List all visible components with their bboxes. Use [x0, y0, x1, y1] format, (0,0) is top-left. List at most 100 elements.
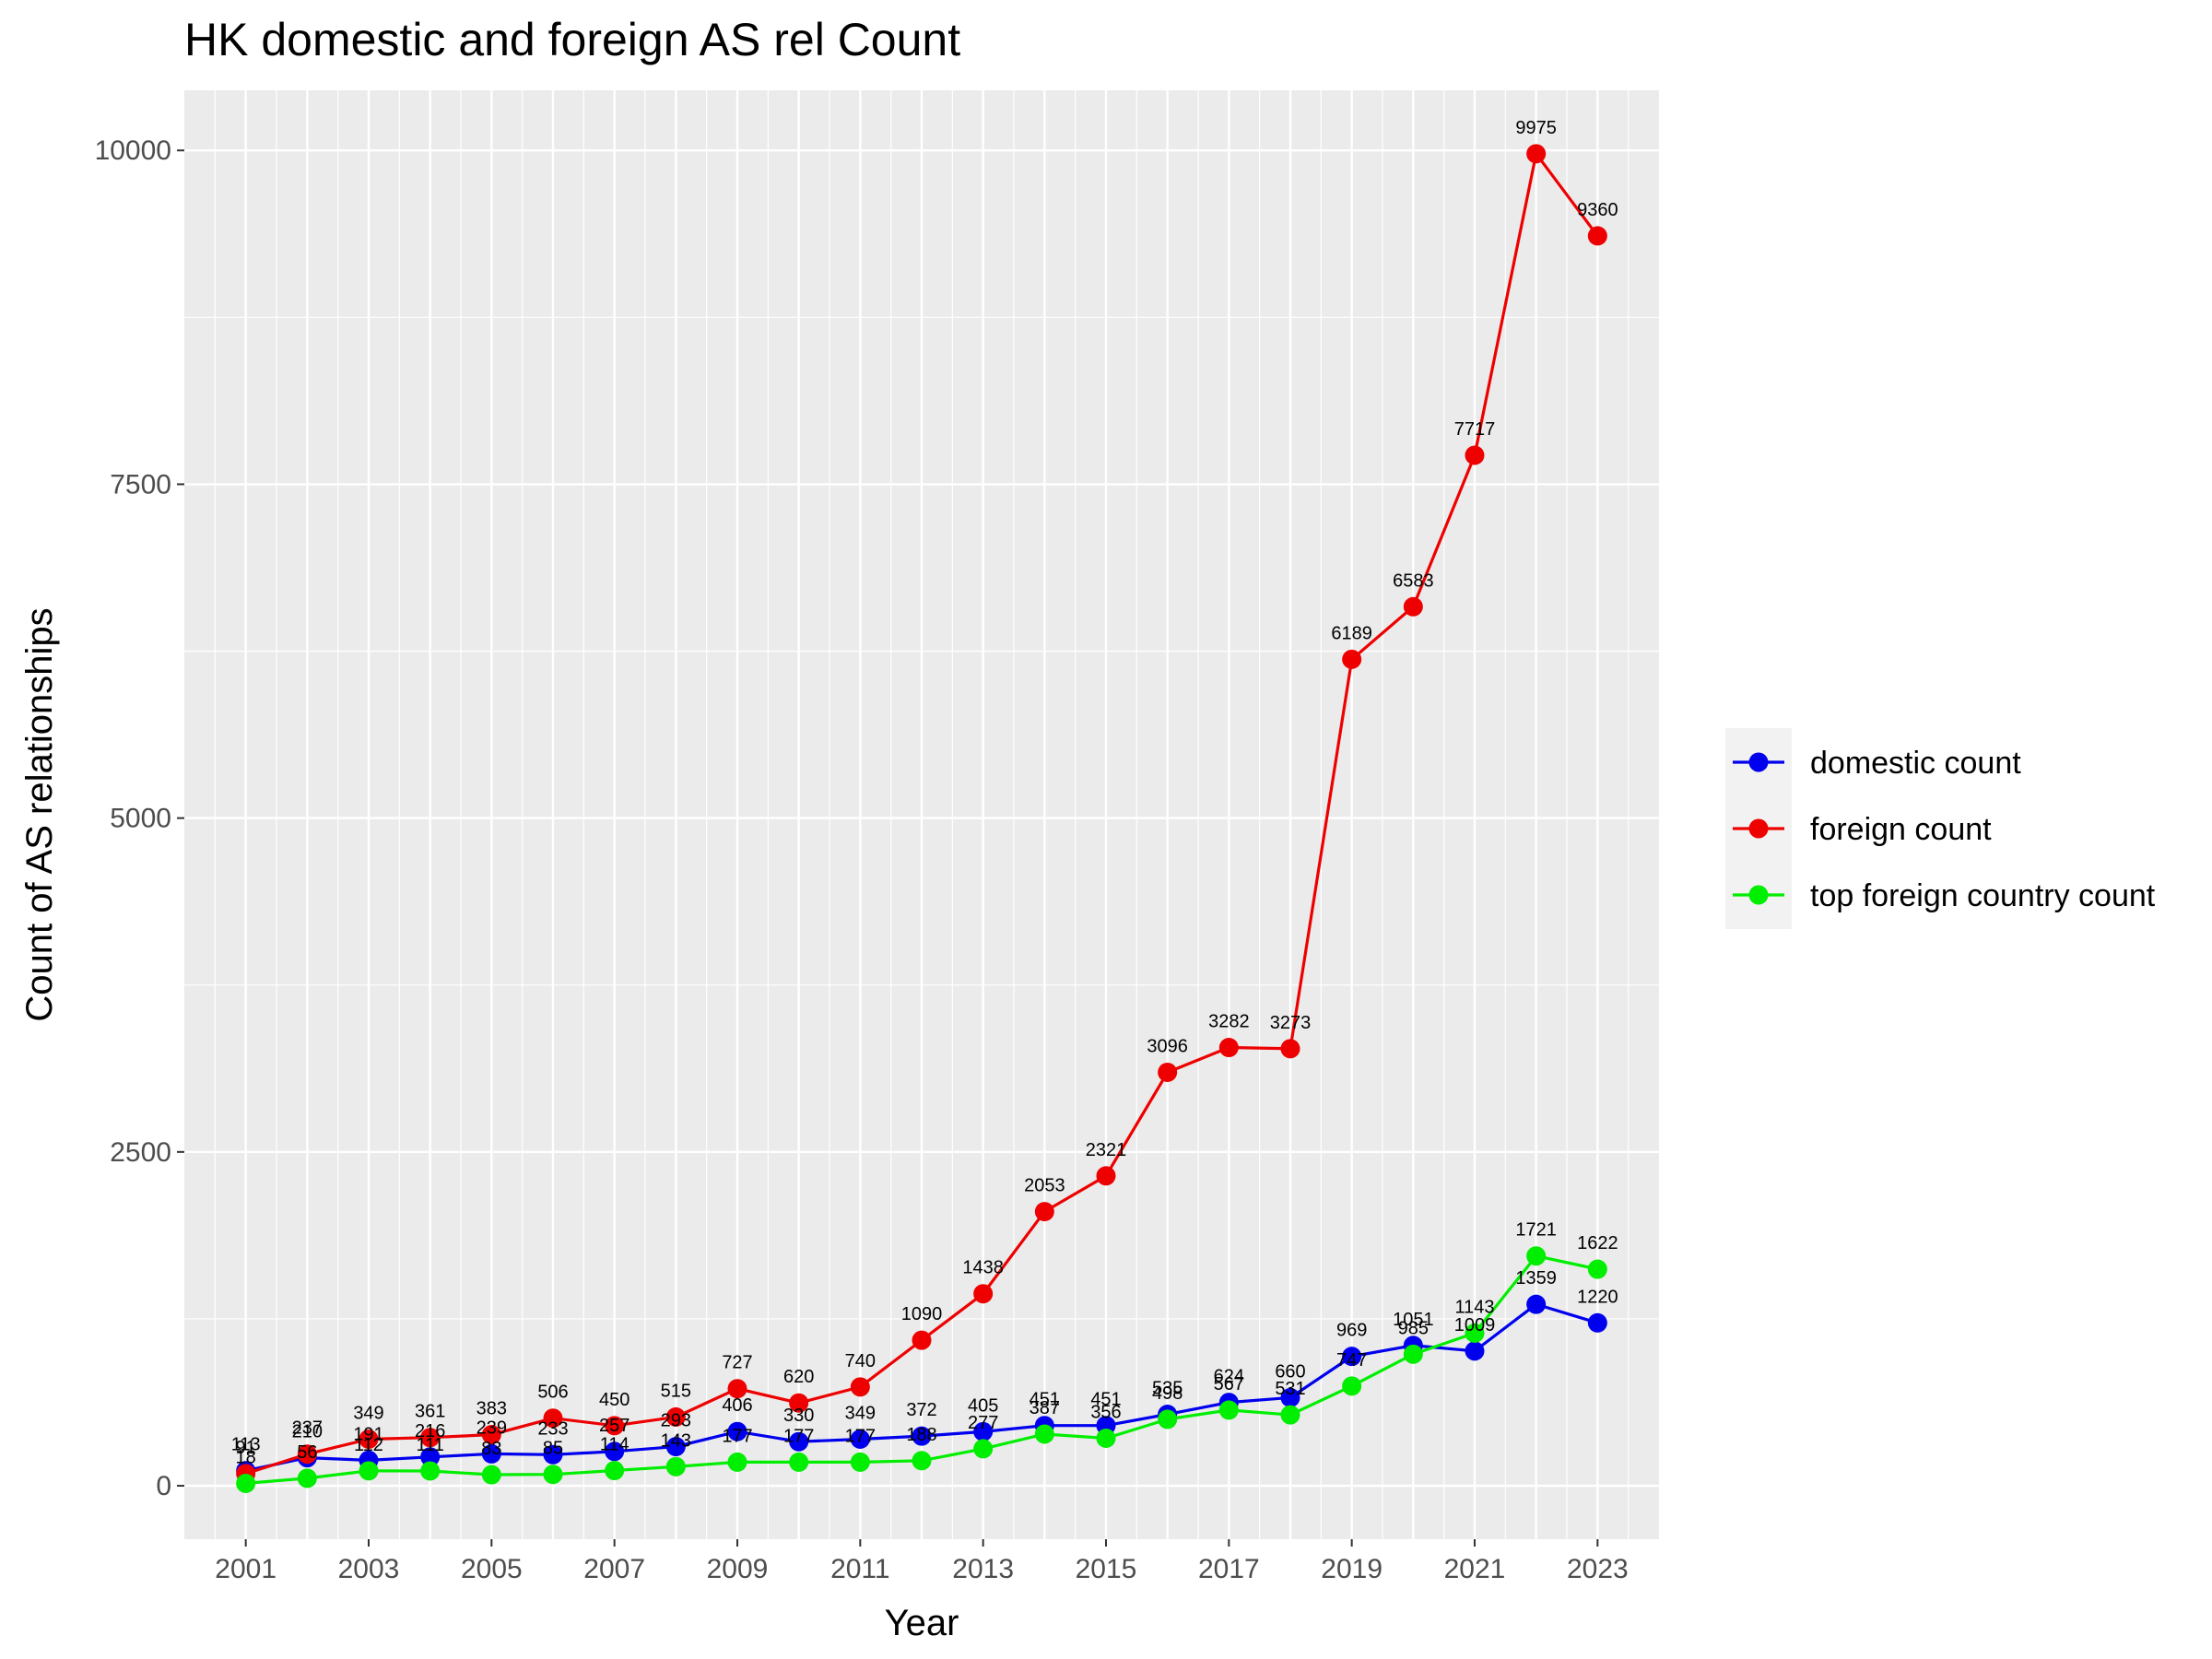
data-point-top-foreign-country-count: [973, 1439, 994, 1459]
data-label: 56: [297, 1442, 317, 1463]
series-layer: [236, 144, 1607, 1493]
data-point-foreign-count: [1158, 1062, 1178, 1082]
data-point-top-foreign-country-count: [1158, 1409, 1178, 1430]
legend: domestic count foreign count top foreign c…: [1725, 728, 2156, 929]
data-point-domestic-count: [665, 1437, 686, 1457]
data-label: 349: [845, 1403, 876, 1423]
legend-key-point: [1748, 818, 1769, 839]
data-point-top-foreign-country-count: [543, 1465, 563, 1485]
data-label: 112: [354, 1435, 383, 1455]
data-label: 7717: [1454, 419, 1496, 440]
data-label: 620: [783, 1367, 814, 1387]
x-tick-label: 2021: [1444, 1554, 1506, 1584]
data-point-top-foreign-country-count: [727, 1452, 747, 1472]
data-label: 330: [783, 1406, 814, 1426]
data-label: 451: [1090, 1390, 1121, 1410]
data-point-foreign-count: [1218, 1038, 1239, 1058]
data-label: 216: [415, 1421, 445, 1441]
y-tick-label: 2500: [110, 1137, 171, 1168]
data-point-foreign-count: [973, 1284, 994, 1304]
data-label: 111: [416, 1435, 443, 1455]
data-point-foreign-count: [543, 1408, 563, 1429]
data-point-top-foreign-country-count: [420, 1461, 441, 1481]
data-label: 727: [722, 1353, 752, 1373]
data-label: 1721: [1515, 1220, 1557, 1241]
data-point-domestic-count: [973, 1421, 994, 1441]
data-point-foreign-count: [1587, 226, 1607, 246]
data-label: 233: [537, 1418, 568, 1439]
data-label: 2321: [1086, 1140, 1127, 1160]
x-tick-label: 2007: [583, 1554, 645, 1584]
data-point-top-foreign-country-count: [605, 1461, 625, 1481]
data-point-domestic-count: [1587, 1312, 1607, 1333]
data-point-foreign-count: [1280, 1039, 1300, 1059]
data-label: 387: [1030, 1398, 1060, 1418]
data-label: 143: [661, 1430, 691, 1451]
legend-label-top-foreign-country-count: top foreign country count: [1810, 878, 2156, 913]
data-label: 1090: [901, 1304, 943, 1324]
data-point-domestic-count: [912, 1426, 932, 1446]
data-point-domestic-count: [420, 1447, 441, 1467]
x-tick-label: 2011: [830, 1554, 890, 1584]
data-point-top-foreign-country-count: [481, 1465, 501, 1485]
data-point-foreign-count: [1342, 649, 1362, 669]
data-point-top-foreign-country-count: [1342, 1376, 1362, 1396]
data-point-top-foreign-country-count: [789, 1452, 809, 1472]
data-point-foreign-count: [1526, 144, 1547, 164]
data-point-domestic-count: [543, 1444, 563, 1465]
y-tick-label: 5000: [110, 804, 171, 834]
data-label: 188: [906, 1425, 936, 1445]
data-label: 450: [599, 1390, 629, 1410]
data-point-foreign-count: [1465, 445, 1485, 465]
data-label: 210: [292, 1422, 323, 1442]
data-label: 383: [477, 1399, 507, 1419]
data-point-domestic-count: [1342, 1347, 1362, 1367]
data-point-top-foreign-country-count: [1096, 1428, 1116, 1448]
data-label: 506: [537, 1382, 568, 1403]
data-point-foreign-count: [297, 1444, 317, 1465]
data-point-domestic-count: [481, 1443, 501, 1464]
x-axis: 2001 2003 2005 2007 2009 2011 2013 2015 2017 2019…: [215, 1539, 1629, 1584]
legend-key-point: [1748, 752, 1769, 772]
data-label: 624: [1214, 1367, 1244, 1387]
legend-label-foreign-count: foreign count: [1810, 812, 1992, 847]
x-tick-label: 2003: [338, 1554, 400, 1584]
data-label: 1438: [962, 1258, 1004, 1278]
data-label: 1143: [1454, 1297, 1494, 1317]
data-point-foreign-count: [605, 1416, 625, 1436]
data-label: 985: [1398, 1318, 1429, 1338]
data-point-top-foreign-country-count: [1465, 1323, 1485, 1343]
data-label: 3096: [1147, 1036, 1188, 1056]
data-point-domestic-count: [850, 1429, 870, 1449]
data-label: 177: [845, 1426, 876, 1446]
data-label: 660: [1275, 1361, 1305, 1382]
x-tick-label: 2001: [215, 1554, 276, 1584]
data-point-top-foreign-country-count: [297, 1468, 317, 1488]
data-label: 356: [1090, 1402, 1121, 1422]
data-point-foreign-count: [481, 1425, 501, 1445]
data-point-top-foreign-country-count: [359, 1461, 379, 1481]
data-point-foreign-count: [850, 1377, 870, 1397]
data-point-top-foreign-country-count: [1034, 1424, 1054, 1444]
data-label: 1622: [1577, 1233, 1618, 1253]
data-label: 257: [599, 1416, 629, 1436]
y-tick-label: 7500: [110, 469, 171, 500]
data-label: 18: [236, 1447, 256, 1467]
data-point-top-foreign-country-count: [1587, 1259, 1607, 1279]
legend-key-point: [1748, 885, 1769, 905]
data-label: 531: [1275, 1379, 1305, 1399]
data-label: 406: [722, 1395, 752, 1416]
data-label: 9360: [1577, 200, 1618, 220]
data-label: 747: [1336, 1350, 1367, 1371]
data-point-top-foreign-country-count: [665, 1456, 686, 1477]
data-point-foreign-count: [1096, 1166, 1116, 1186]
data-label: 191: [353, 1424, 383, 1444]
data-label: 498: [1152, 1383, 1182, 1404]
data-point-top-foreign-country-count: [1403, 1344, 1423, 1364]
data-label: 91: [236, 1438, 256, 1458]
data-label: 567: [1214, 1374, 1244, 1394]
data-label: 237: [292, 1418, 323, 1439]
x-tick-label: 2023: [1567, 1554, 1629, 1584]
x-tick-label: 2005: [461, 1554, 523, 1584]
